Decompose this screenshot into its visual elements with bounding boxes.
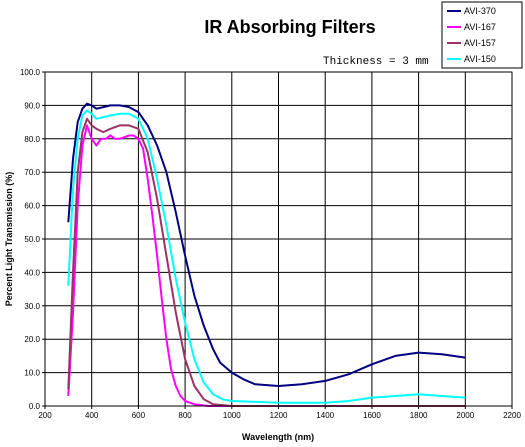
y-tick-label: 20.0 xyxy=(24,335,40,344)
x-tick-label: 200 xyxy=(38,411,52,420)
y-tick-label: 30.0 xyxy=(24,302,40,311)
x-tick-label: 800 xyxy=(178,411,192,420)
y-tick-label: 90.0 xyxy=(24,101,40,110)
legend-label: AVI-370 xyxy=(464,6,496,16)
y-tick-label: 0.0 xyxy=(29,402,41,411)
x-tick-label: 2000 xyxy=(456,411,474,420)
chart-title: IR Absorbing Filters xyxy=(204,17,375,37)
x-axis-label: Wavelength (nm) xyxy=(242,432,314,442)
x-tick-label: 600 xyxy=(132,411,146,420)
legend: AVI-370 AVI-167 AVI-157 AVI-150 xyxy=(441,1,523,69)
series-line-avi-370 xyxy=(67,102,466,387)
y-tick-label: 40.0 xyxy=(24,268,40,277)
x-tick-label: 1400 xyxy=(316,411,334,420)
thickness-annotation: Thickness = 3 mm xyxy=(323,56,429,68)
legend-label: AVI-167 xyxy=(464,22,496,32)
x-tick-label: 1000 xyxy=(223,411,241,420)
y-tick-label: 50.0 xyxy=(24,235,40,244)
legend-box xyxy=(441,1,523,69)
x-tick-label: 1200 xyxy=(270,411,288,420)
ticks: 200 400 600 800 1000 1200 1400 1600 1800 2000 2200… xyxy=(20,68,521,420)
x-tick-label: 2200 xyxy=(503,411,521,420)
x-tick-label: 1800 xyxy=(410,411,428,420)
series-line-avi-150 xyxy=(67,109,466,404)
y-tick-label: 100.0 xyxy=(20,68,41,77)
y-axis-label: Percent Light Transmission (%) xyxy=(4,172,14,307)
y-tick-label: 60.0 xyxy=(24,202,40,211)
x-tick-label: 1600 xyxy=(363,411,381,420)
legend-label: AVI-150 xyxy=(464,54,496,64)
legend-label: AVI-157 xyxy=(464,38,496,48)
grid xyxy=(45,71,513,406)
y-tick-label: 10.0 xyxy=(24,369,40,378)
x-tick-label: 400 xyxy=(85,411,99,420)
y-tick-label: 80.0 xyxy=(24,135,40,144)
y-tick-label: 70.0 xyxy=(24,168,40,177)
